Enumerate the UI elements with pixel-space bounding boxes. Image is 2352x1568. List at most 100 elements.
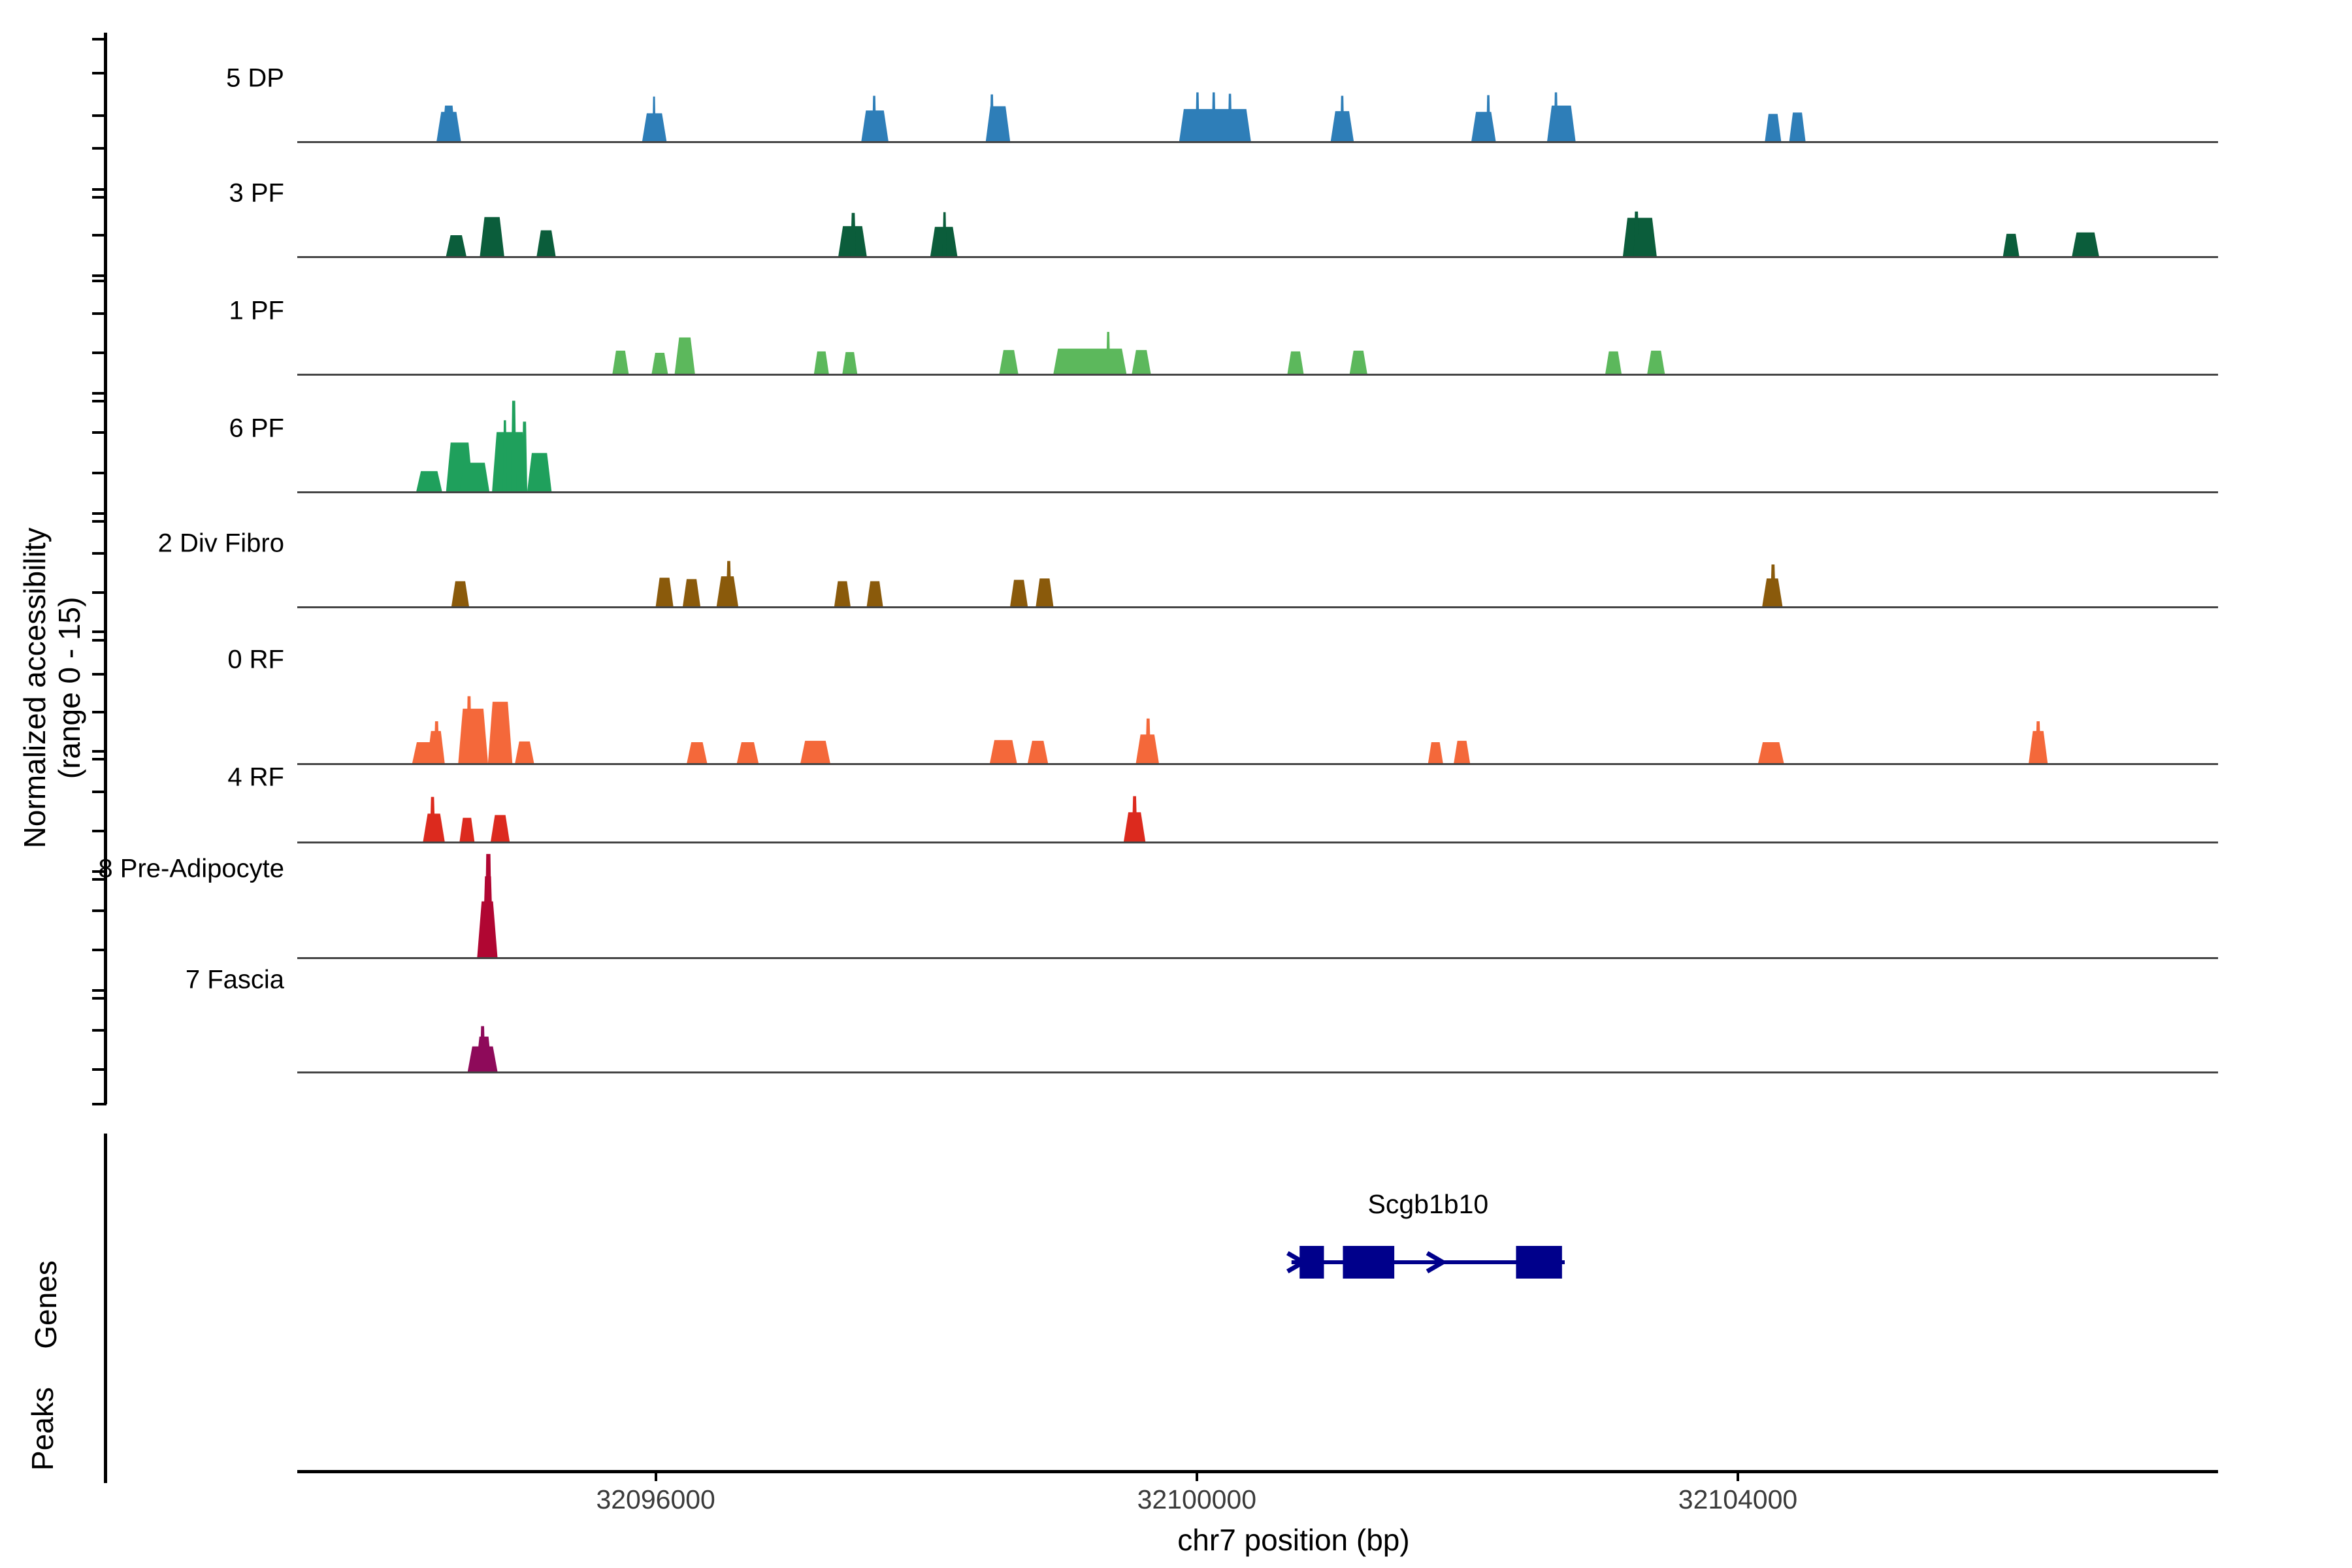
signal-peak	[2035, 721, 2041, 763]
strand-arrow-icon	[1426, 1250, 1448, 1274]
signal-peak	[1195, 92, 1200, 141]
track-signal-8-pre-adipocyte	[477, 854, 498, 957]
signal-peak	[1349, 350, 1367, 374]
signal-peak	[521, 421, 527, 491]
signal-peak	[1228, 93, 1232, 141]
y-axis-tick	[92, 234, 106, 237]
signal-peak	[2002, 233, 2019, 256]
y-axis-tick	[92, 196, 106, 199]
signal-peak	[1765, 114, 1782, 141]
signal-peak	[466, 696, 472, 763]
signal-peak	[480, 1026, 485, 1071]
signal-peak	[651, 353, 668, 374]
y-axis-tick	[92, 909, 106, 912]
track-label-3-pf: 3 PF	[229, 178, 284, 208]
signal-peak	[459, 817, 475, 841]
track-signal-1-pf	[612, 332, 1665, 374]
x-axis-title: chr7 position (bp)	[1177, 1523, 1410, 1557]
signal-peak	[1145, 718, 1151, 763]
signal-peak	[1486, 95, 1491, 141]
x-axis-tick-label: 32100000	[1137, 1484, 1257, 1514]
y-axis-tick	[92, 38, 106, 41]
signal-peak	[990, 740, 1017, 763]
signal-peak	[536, 230, 556, 256]
signal-peak	[487, 702, 513, 763]
y-axis-peaks-label: Peaks	[25, 1387, 59, 1471]
y-axis-tick	[92, 280, 106, 282]
track-baseline	[297, 374, 2218, 376]
y-axis-tick	[92, 1103, 106, 1105]
signal-peak	[1028, 740, 1049, 763]
y-axis-tick	[92, 114, 106, 117]
signal-peak	[451, 581, 469, 606]
y-axis-tick	[92, 72, 106, 74]
signal-peak	[492, 432, 527, 491]
x-axis-tick	[654, 1470, 657, 1481]
signal-peak	[683, 579, 700, 606]
y-axis-tick	[92, 989, 106, 992]
signal-peak	[655, 578, 674, 606]
y-axis-tick	[92, 552, 106, 555]
signal-peak	[1010, 580, 1028, 606]
signal-peak	[1287, 351, 1304, 374]
track-label-5-dp: 5 DP	[226, 63, 284, 93]
y-axis-tick	[92, 673, 106, 676]
signal-peak	[736, 742, 759, 763]
signal-peak	[866, 581, 883, 606]
y-axis-tick	[92, 400, 106, 402]
track-baseline	[297, 256, 2218, 258]
y-axis-tick	[92, 1068, 106, 1071]
signal-peak	[687, 742, 708, 763]
signal-peak	[813, 351, 829, 374]
y-axis-tick	[92, 997, 106, 1000]
x-axis-tick	[1737, 1470, 1739, 1481]
signal-peak	[1789, 112, 1806, 141]
genes-axis-spine	[104, 1134, 107, 1395]
signal-peak	[2072, 232, 2099, 256]
signal-peak	[429, 796, 436, 841]
y-axis-label-line1: Normalized accessibility	[18, 527, 52, 849]
signal-peak	[491, 815, 510, 841]
track-signal-0-rf	[412, 696, 2048, 763]
exon-block	[1343, 1246, 1395, 1279]
track-signal-4-rf	[423, 796, 1146, 841]
signal-peak	[842, 351, 858, 374]
y-axis-tick	[92, 274, 106, 277]
signal-peak	[1647, 350, 1665, 374]
signal-peak	[942, 212, 947, 256]
y-axis-tick	[92, 639, 106, 642]
y-axis-tick	[92, 1029, 106, 1032]
track-baseline	[297, 141, 2218, 143]
signal-peak	[1132, 350, 1151, 374]
signal-peak	[800, 740, 830, 763]
signal-peak	[1428, 742, 1443, 763]
signal-peak	[458, 708, 488, 763]
gene-model[interactable]	[0, 1241, 2352, 1287]
track-signal-5-dp	[436, 92, 1806, 141]
signal-peak	[1211, 92, 1216, 141]
signal-peak	[990, 94, 994, 141]
accessibility-axis-spine	[104, 33, 107, 1104]
x-axis-tick-label: 32104000	[1678, 1484, 1798, 1514]
y-axis-tick	[92, 949, 106, 951]
track-label-1-pf: 1 PF	[229, 296, 284, 325]
x-axis-tick-label: 32096000	[596, 1484, 715, 1514]
track-signal-2-div-fibro	[451, 561, 1783, 606]
track-baseline	[297, 491, 2218, 493]
track-signal-7-fascia	[467, 1026, 498, 1071]
signal-peak	[985, 106, 1011, 141]
x-axis-tick	[1195, 1470, 1198, 1481]
signal-peak	[1633, 211, 1639, 256]
signal-peak	[681, 345, 691, 374]
signal-peak	[999, 350, 1019, 374]
track-baseline	[297, 763, 2218, 765]
signal-peak	[1340, 95, 1345, 141]
track-baseline	[297, 606, 2218, 608]
signal-peak	[850, 212, 857, 256]
signal-peak	[1623, 218, 1657, 256]
y-axis-tick	[92, 591, 106, 594]
track-baseline	[297, 841, 2218, 843]
y-axis-tick	[92, 472, 106, 474]
signal-peak	[1053, 348, 1127, 374]
